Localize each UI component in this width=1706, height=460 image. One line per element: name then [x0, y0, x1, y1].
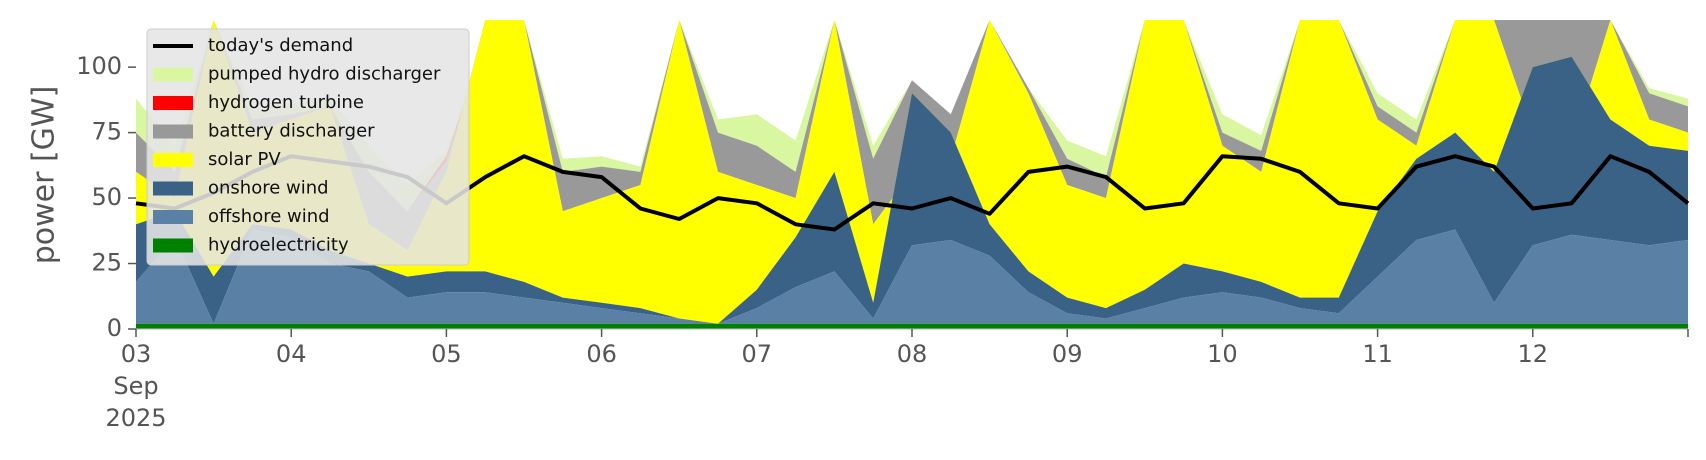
legend-label: hydrogen turbine [208, 92, 364, 113]
legend-label: onshore wind [208, 178, 329, 199]
legend-swatch [153, 96, 193, 110]
x-tick-label: 08 [897, 340, 928, 368]
area-offshore-wind [136, 229, 1688, 324]
x-tick-sublabel: Sep [113, 372, 158, 400]
legend-box [146, 28, 470, 266]
legend-swatch [153, 153, 193, 167]
legend: today's demand pumped hydro discharger hyd… [146, 28, 470, 266]
x-tick-label: 04 [276, 340, 307, 368]
legend-swatch [153, 238, 193, 253]
x-tick-label: 03 [121, 340, 152, 368]
legend-swatch [153, 124, 193, 139]
stacked-areas [136, 20, 1688, 329]
x-tick-label: 10 [1207, 340, 1238, 368]
y-tick-label: 75 [91, 118, 122, 146]
legend-label: solar PV [208, 149, 281, 170]
legend-swatch [153, 210, 193, 224]
x-tick-label: 09 [1052, 340, 1083, 368]
y-tick-label: 25 [91, 249, 122, 277]
legend-swatch [153, 67, 193, 82]
y-axis-label: power [GW] [27, 86, 62, 265]
y-tick-label: 100 [76, 52, 122, 80]
x-tick-label: 07 [742, 340, 773, 368]
legend-label: today's demand [208, 35, 353, 56]
area-hydroelectricity [136, 323, 1688, 329]
x-tick-label: 05 [431, 340, 462, 368]
area-onshore-wind [136, 56, 1688, 324]
y-ticks: 0 25 50 75 100 [76, 52, 136, 342]
legend-label: battery discharger [208, 121, 375, 142]
legend-label: offshore wind [208, 206, 330, 227]
y-tick-label: 0 [107, 314, 122, 342]
legend-label: pumped hydro discharger [208, 64, 441, 85]
x-tick-sublabel: 2025 [105, 404, 166, 432]
legend-swatch [153, 181, 193, 196]
x-tick-label: 06 [586, 340, 617, 368]
y-tick-label: 50 [91, 183, 122, 211]
x-tick-label: 11 [1362, 340, 1393, 368]
x-tick-label: 12 [1518, 340, 1549, 368]
legend-label: hydroelectricity [208, 235, 349, 256]
x-ticks: 03 Sep 2025 04 05 06 07 08 09 10 11 12 [105, 329, 1689, 432]
